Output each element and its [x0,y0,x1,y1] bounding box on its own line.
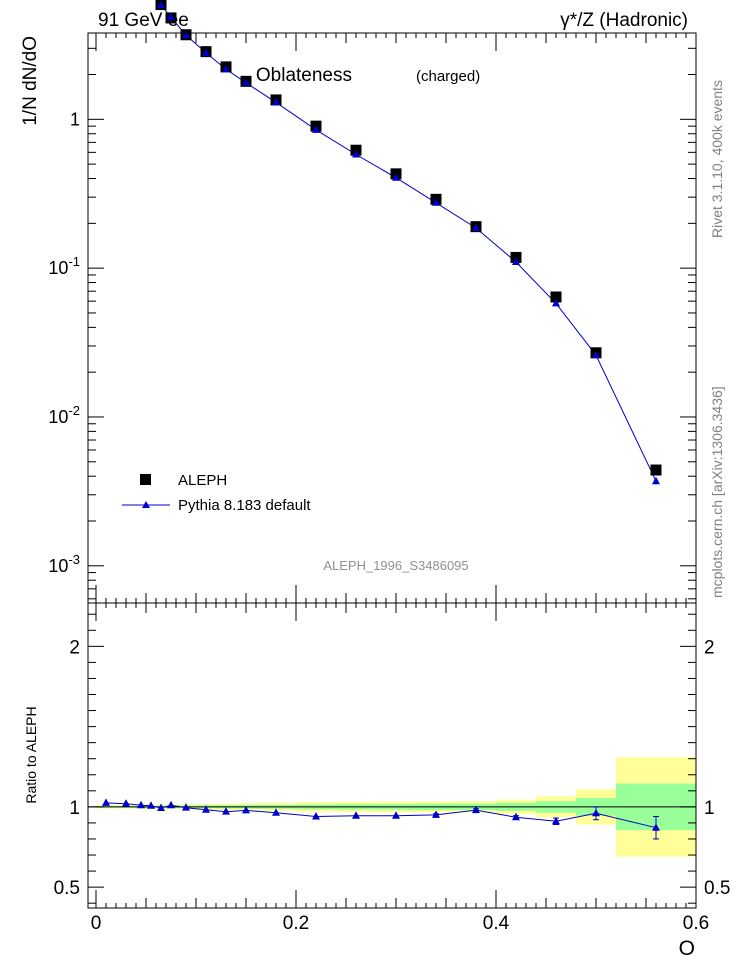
ratio-y-tick-label: 0.5 [54,878,80,899]
ratio-point [432,810,440,818]
ratio-point [222,807,230,815]
aleph-point [510,251,522,263]
mcplots-label: mcplots.cern.ch [arXiv:1306.3436] [709,386,725,598]
main-ylabel: 1/N dN/dO [20,36,41,126]
ratio-point [352,811,360,819]
ratio-point [472,805,480,814]
main-frame [87,32,697,604]
pythia-point [592,350,600,359]
ratio-point [157,803,165,811]
pythia-point [202,48,210,56]
pythia-point [242,78,250,86]
ratio-point [312,812,320,820]
ratio-point [102,798,110,806]
watermark: ALEPH_1996_S3486095 [323,558,468,573]
ratio-y-tick-label-right: 0.5 [704,878,730,899]
ratio-ylabel: Ratio to ALEPH [23,706,39,803]
x-tick-label: 0 [91,913,102,934]
ratio-point [552,816,560,825]
rivet-label: Rivet 3.1.10, 400k events [709,80,725,238]
x-tick-label: 0.2 [283,913,309,934]
aleph-point [550,291,562,303]
y-tick-label: 10-3 [48,552,80,576]
y-tick-label: 10-2 [48,403,80,427]
main-grid-layer: 10-310-210-1110102 [48,0,697,603]
main-subtitle: (charged) [416,68,480,85]
ratio-layer: 0.5 0.5 1 1 2 2 0 0.2 0.4 0.6 [54,603,730,934]
pythia-point [472,223,480,232]
main-panel: 10-310-210-1110102 Oblateness (charged) … [20,0,697,604]
header-right: γ*/Z (Hadronic) [560,10,688,31]
ratio-point [137,800,145,809]
ratio-y-tick-label: 1 [69,798,80,819]
ratio-point [592,808,600,817]
pythia-point [432,198,440,206]
ratio-point [202,805,210,813]
x-tick-label: 0.6 [683,913,709,934]
pythia-point [167,12,175,21]
ratio-point [122,799,130,807]
pythia-point [272,97,280,106]
legend-pythia-label: Pythia 8.183 default [178,497,311,514]
pythia-point [512,257,520,265]
ratio-point [242,805,250,814]
pythia-point [157,0,165,9]
ratio-point [272,808,280,816]
ratio-point [182,803,190,811]
x-tick-label: 0.4 [483,913,510,934]
legend-aleph-marker [140,474,151,485]
ratio-frame [87,602,697,909]
ratio-point [147,801,155,809]
ratio-point [392,811,400,819]
ratio-y-tick-label-right: 1 [704,798,715,819]
pythia-line [156,0,657,482]
pythia-point [552,298,560,307]
ratio-point [167,800,175,809]
pythia-point [352,150,360,158]
x-axis-label: O [679,937,695,960]
y-tick-label: 10-1 [48,254,80,278]
legend: ALEPH Pythia 8.183 default [122,472,311,514]
legend-aleph-label: ALEPH [178,472,227,489]
ratio-point [512,812,520,821]
y-tick-label: 1 [70,109,80,129]
legend-pythia-marker [142,501,150,508]
pythia-point [312,125,320,133]
ratio-y-tick-label-right: 2 [704,637,715,658]
ratio-point [652,823,660,831]
pythia-point [182,30,190,39]
ratio-y-tick-label: 2 [69,637,80,658]
main-title: Oblateness [256,65,352,86]
ratio-panel: 0.5 0.5 1 1 2 2 0 0.2 0.4 0.6 Ratio to ALEPH O [23,602,730,960]
aleph-point [650,464,662,476]
pythia-point [652,476,660,485]
pythia-point [222,64,230,73]
pythia-point [392,173,400,181]
